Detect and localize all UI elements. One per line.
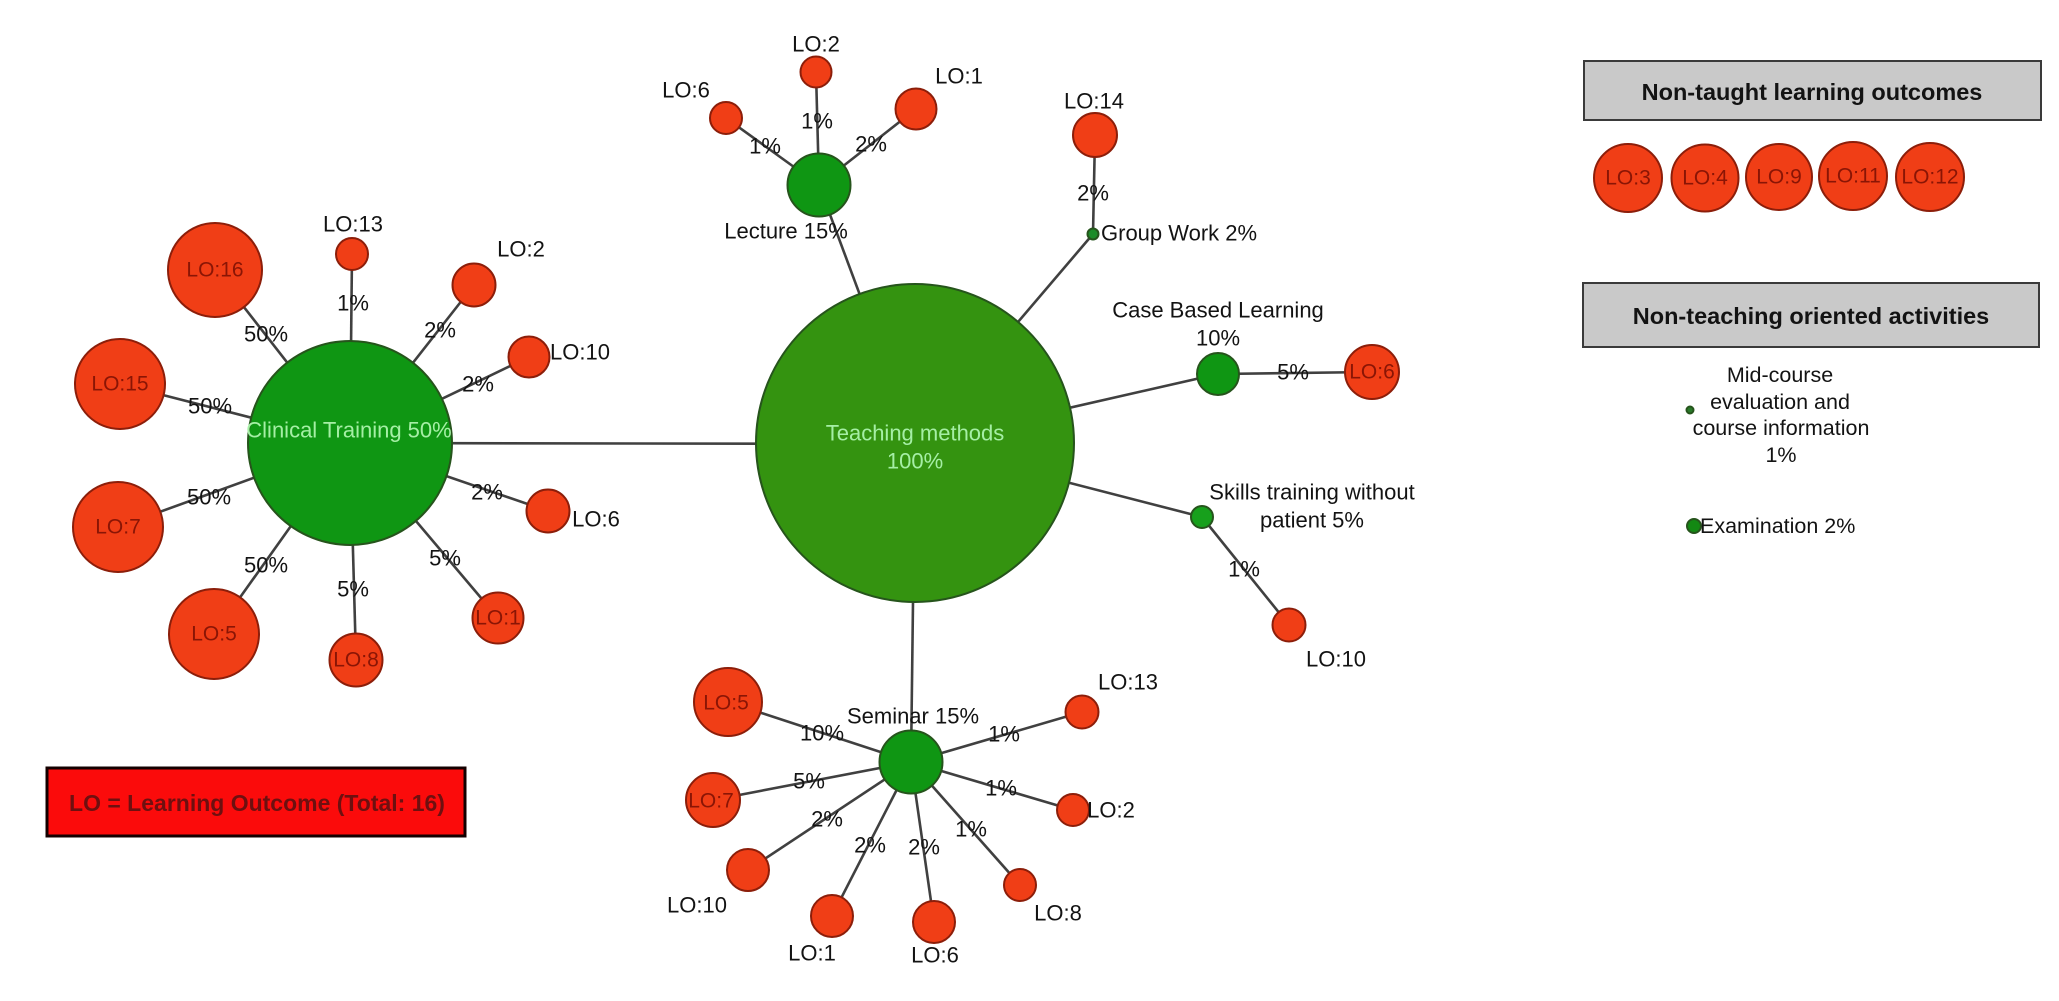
svg-text:5%: 5% xyxy=(337,577,369,602)
svg-text:LO:1: LO:1 xyxy=(788,941,836,966)
svg-text:2%: 2% xyxy=(811,807,843,832)
svg-text:50%: 50% xyxy=(244,553,288,578)
svg-text:LO:14: LO:14 xyxy=(1064,89,1124,114)
svg-text:1%: 1% xyxy=(988,722,1020,747)
svg-text:LO:8: LO:8 xyxy=(333,649,379,672)
svg-text:LO:7: LO:7 xyxy=(688,790,734,813)
svg-text:50%: 50% xyxy=(187,485,231,510)
svg-text:LO:12: LO:12 xyxy=(1901,166,1958,189)
svg-text:LO:6: LO:6 xyxy=(572,507,620,532)
svg-text:Group Work 2%: Group Work 2% xyxy=(1101,221,1257,246)
svg-text:100%: 100% xyxy=(887,449,943,474)
svg-text:Mid-course: Mid-course xyxy=(1727,363,1833,387)
svg-text:LO:3: LO:3 xyxy=(1605,167,1651,190)
svg-text:LO:2: LO:2 xyxy=(792,32,840,57)
svg-text:Non-teaching oriented activiti: Non-teaching oriented activities xyxy=(1633,303,1989,329)
svg-text:course information: course information xyxy=(1693,416,1870,440)
svg-text:2%: 2% xyxy=(854,833,886,858)
svg-text:1%: 1% xyxy=(1228,557,1260,582)
svg-text:LO:6: LO:6 xyxy=(1349,361,1395,384)
svg-text:Teaching methods: Teaching methods xyxy=(826,421,1005,446)
svg-text:5%: 5% xyxy=(1277,360,1309,385)
svg-text:LO:13: LO:13 xyxy=(323,212,383,237)
svg-text:LO:2: LO:2 xyxy=(497,237,545,262)
svg-text:LO:7: LO:7 xyxy=(95,516,141,539)
svg-text:LO:15: LO:15 xyxy=(91,373,148,396)
svg-text:LO:16: LO:16 xyxy=(186,259,243,282)
svg-text:LO:10: LO:10 xyxy=(1306,647,1366,672)
svg-text:5%: 5% xyxy=(429,546,461,571)
svg-text:Skills training without: Skills training without xyxy=(1209,480,1414,505)
svg-text:2%: 2% xyxy=(424,318,456,343)
svg-text:Non-taught learning outcomes: Non-taught learning outcomes xyxy=(1642,79,1983,105)
svg-text:LO:5: LO:5 xyxy=(703,692,749,715)
svg-text:evaluation and: evaluation and xyxy=(1710,390,1850,414)
svg-text:2%: 2% xyxy=(1077,181,1109,206)
svg-text:10%: 10% xyxy=(1196,326,1240,351)
svg-text:Examination 2%: Examination 2% xyxy=(1700,514,1855,538)
svg-text:LO:10: LO:10 xyxy=(667,893,727,918)
svg-text:50%: 50% xyxy=(188,394,232,419)
svg-text:1%: 1% xyxy=(337,291,369,316)
svg-text:LO:5: LO:5 xyxy=(191,623,237,646)
svg-text:2%: 2% xyxy=(462,372,494,397)
svg-text:1%: 1% xyxy=(955,817,987,842)
svg-text:patient 5%: patient 5% xyxy=(1260,508,1364,533)
svg-text:2%: 2% xyxy=(471,480,503,505)
svg-text:10%: 10% xyxy=(800,721,844,746)
svg-text:LO = Learning Outcome (Total:: LO = Learning Outcome (Total: 16) xyxy=(69,790,445,816)
svg-text:Case Based Learning: Case Based Learning xyxy=(1112,298,1324,323)
svg-text:LO:1: LO:1 xyxy=(475,607,521,630)
svg-text:Clinical Training 50%: Clinical Training 50% xyxy=(246,418,451,443)
svg-text:LO:8: LO:8 xyxy=(1034,901,1082,926)
svg-text:LO:13: LO:13 xyxy=(1098,670,1158,695)
svg-text:LO:11: LO:11 xyxy=(1825,165,1881,188)
svg-text:1%: 1% xyxy=(801,109,833,134)
svg-text:LO:1: LO:1 xyxy=(935,64,983,89)
svg-text:Seminar 15%: Seminar 15% xyxy=(847,704,979,729)
svg-text:2%: 2% xyxy=(908,835,940,860)
svg-text:1%: 1% xyxy=(749,134,781,159)
svg-text:LO:4: LO:4 xyxy=(1682,167,1728,190)
svg-text:50%: 50% xyxy=(244,322,288,347)
svg-text:LO:2: LO:2 xyxy=(1087,798,1135,823)
svg-text:LO:10: LO:10 xyxy=(550,340,610,365)
svg-text:LO:6: LO:6 xyxy=(662,78,710,103)
svg-text:LO:9: LO:9 xyxy=(1756,166,1802,189)
svg-text:1%: 1% xyxy=(1765,443,1796,467)
svg-text:Lecture 15%: Lecture 15% xyxy=(724,219,848,244)
svg-text:2%: 2% xyxy=(855,132,887,157)
svg-text:LO:6: LO:6 xyxy=(911,943,959,968)
svg-text:1%: 1% xyxy=(985,776,1017,801)
svg-text:5%: 5% xyxy=(793,769,825,794)
